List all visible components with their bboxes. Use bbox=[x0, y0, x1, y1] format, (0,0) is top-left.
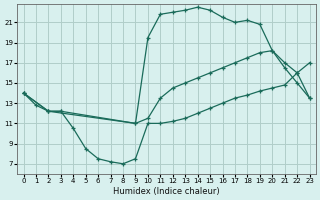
X-axis label: Humidex (Indice chaleur): Humidex (Indice chaleur) bbox=[113, 187, 220, 196]
